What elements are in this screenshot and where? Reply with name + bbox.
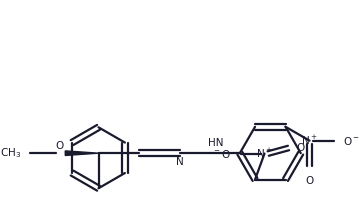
Text: O: O	[305, 176, 314, 186]
Text: O$^-$: O$^-$	[343, 135, 360, 147]
Text: CH$_3$: CH$_3$	[0, 146, 21, 160]
Text: O: O	[296, 143, 304, 153]
Text: HN: HN	[208, 138, 224, 148]
Text: N$^+$: N$^+$	[256, 147, 273, 160]
Polygon shape	[65, 151, 99, 156]
Text: N$^+$: N$^+$	[301, 134, 318, 147]
Text: O: O	[55, 141, 64, 151]
Text: $^-$O: $^-$O	[212, 147, 231, 159]
Text: N: N	[176, 158, 184, 167]
